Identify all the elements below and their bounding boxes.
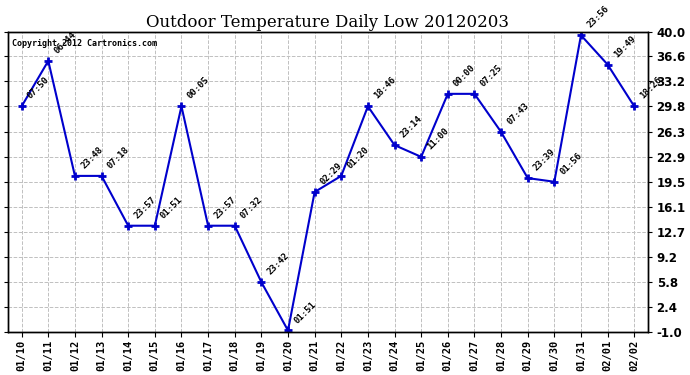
Text: 07:25: 07:25: [479, 63, 504, 88]
Title: Outdoor Temperature Daily Low 20120203: Outdoor Temperature Daily Low 20120203: [146, 14, 509, 32]
Text: 23:42: 23:42: [266, 251, 291, 277]
Text: 23:39: 23:39: [532, 147, 558, 172]
Text: 23:14: 23:14: [399, 114, 424, 140]
Text: 18:26: 18:26: [638, 75, 664, 101]
Text: 07:18: 07:18: [106, 145, 131, 170]
Text: Copyright 2012 Cartronics.com: Copyright 2012 Cartronics.com: [12, 39, 157, 48]
Text: 01:56: 01:56: [558, 151, 584, 176]
Text: 00:00: 00:00: [452, 63, 477, 88]
Text: 01:51: 01:51: [292, 300, 317, 325]
Text: 07:32: 07:32: [239, 195, 264, 220]
Text: 07:50: 07:50: [26, 75, 51, 101]
Text: 01:20: 01:20: [346, 145, 371, 170]
Text: 07:43: 07:43: [505, 101, 531, 126]
Text: 23:48: 23:48: [79, 145, 104, 170]
Text: 01:51: 01:51: [159, 195, 184, 220]
Text: 23:56: 23:56: [585, 4, 611, 30]
Text: 11:00: 11:00: [425, 126, 451, 151]
Text: 18:46: 18:46: [372, 75, 397, 101]
Text: 23:57: 23:57: [213, 195, 237, 220]
Text: 00:05: 00:05: [186, 75, 211, 101]
Text: 02:29: 02:29: [319, 161, 344, 186]
Text: 23:57: 23:57: [132, 195, 158, 220]
Text: 19:49: 19:49: [612, 34, 637, 59]
Text: 06:44: 06:44: [52, 30, 78, 56]
